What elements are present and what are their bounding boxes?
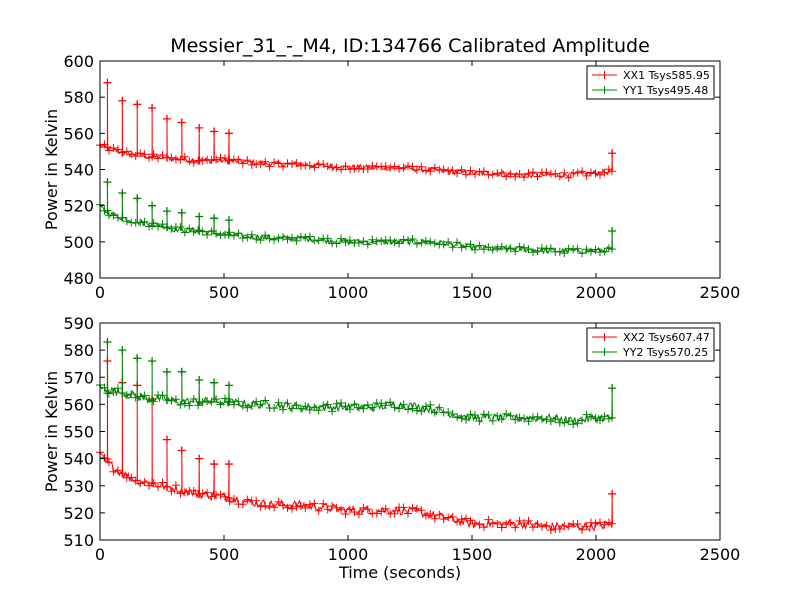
spike-point	[608, 489, 617, 498]
x-tick-label: 1000	[328, 283, 369, 302]
spike-point	[133, 194, 142, 203]
spike-point	[118, 96, 127, 105]
spike-point	[162, 114, 171, 123]
x-tick-label: 1000	[328, 545, 369, 564]
spike-point	[103, 178, 112, 187]
plots: 0 500 1000 1500 2000 2500 480 500 520 540 560 580 60…	[42, 52, 740, 582]
y-tick-label: 590	[63, 314, 94, 333]
x-tick-label: 1500	[452, 283, 493, 302]
spike-point	[195, 212, 204, 221]
spike-point	[148, 356, 157, 365]
y-tick-label: 520	[63, 504, 94, 523]
y-axis-label: Power in Kelvin	[42, 109, 61, 230]
x-tick-label: 1500	[452, 545, 493, 564]
y-tick-label: 580	[63, 88, 94, 107]
spike-point	[118, 346, 127, 355]
series-1	[96, 78, 617, 182]
y-tick-label: 560	[63, 124, 94, 143]
x-tick-label: 2500	[700, 545, 741, 564]
spike-point	[162, 367, 171, 376]
y-tick-label: 510	[63, 531, 94, 550]
y-tick-label: 550	[63, 423, 94, 442]
spike-point	[210, 127, 219, 136]
legend-label: YY2 Tsys570.25	[622, 346, 708, 359]
y-tick-label: 520	[63, 197, 94, 216]
spike-point	[162, 435, 171, 444]
legend-marker	[600, 333, 609, 341]
spike-point	[177, 118, 186, 127]
legend: XX1 Tsys585.95 YY1 Tsys495.48	[586, 65, 715, 100]
y-tick-label: 570	[63, 368, 94, 387]
spike-point	[608, 226, 617, 235]
spike-point	[133, 354, 142, 363]
panel-2: 0 500 1000 1500 2000 2500 510 520 530 540 550 560 57…	[42, 314, 740, 582]
y-tick-label: 540	[63, 161, 94, 180]
spike-point	[148, 104, 157, 113]
spike-point	[224, 129, 233, 138]
spike-point	[177, 446, 186, 455]
spike-point	[103, 337, 112, 346]
x-tick-label: 500	[209, 545, 240, 564]
series-2	[96, 337, 617, 429]
y-tick-label: 560	[63, 395, 94, 414]
x-tick-label: 0	[95, 283, 105, 302]
legend-box	[586, 327, 715, 362]
spike-point	[210, 460, 219, 469]
spike-point	[608, 149, 617, 158]
legend-box	[586, 65, 715, 100]
legend-marker	[600, 348, 609, 356]
series-2	[96, 178, 617, 258]
y-tick-label: 530	[63, 477, 94, 496]
legend-label: XX1 Tsys585.95	[623, 69, 710, 82]
legend: XX2 Tsys607.47 YY2 Tsys570.25	[586, 327, 715, 362]
spike-point	[224, 381, 233, 390]
spike-point	[177, 367, 186, 376]
y-tick-label: 500	[63, 233, 94, 252]
x-axis-label: Time (seconds)	[338, 563, 461, 582]
y-tick-label: 480	[63, 269, 94, 288]
spike-point	[210, 378, 219, 387]
spike-point	[103, 78, 112, 87]
y-tick-label: 600	[63, 52, 94, 71]
y-tick-label: 580	[63, 341, 94, 360]
spike-point	[608, 384, 617, 393]
y-tick-label: 540	[63, 450, 94, 469]
x-tick-label: 2500	[700, 283, 741, 302]
y-axis-label: Power in Kelvin	[42, 371, 61, 492]
legend-label: YY1 Tsys495.48	[622, 84, 708, 97]
x-tick-label: 0	[95, 545, 105, 564]
spike-point	[118, 189, 127, 198]
chart-title: Messier_31_-_M4, ID:134766 Calibrated Am…	[170, 35, 650, 57]
spike-point	[210, 214, 219, 223]
panel-1: 0 500 1000 1500 2000 2500 480 500 520 540 560 580 60…	[42, 52, 740, 302]
spike-point	[133, 100, 142, 109]
spike-point	[148, 201, 157, 210]
legend-label: XX2 Tsys607.47	[623, 331, 710, 344]
x-tick-label: 500	[209, 283, 240, 302]
spike-point	[195, 375, 204, 384]
x-tick-label: 2000	[576, 545, 617, 564]
spike-point	[224, 460, 233, 469]
legend-marker	[600, 86, 609, 94]
spike-point	[224, 216, 233, 225]
x-tick-label: 2000	[576, 283, 617, 302]
spike-point	[177, 208, 186, 217]
spike-point	[195, 454, 204, 463]
spike-point	[162, 207, 171, 216]
legend-marker	[600, 71, 609, 79]
spike-point	[195, 123, 204, 132]
